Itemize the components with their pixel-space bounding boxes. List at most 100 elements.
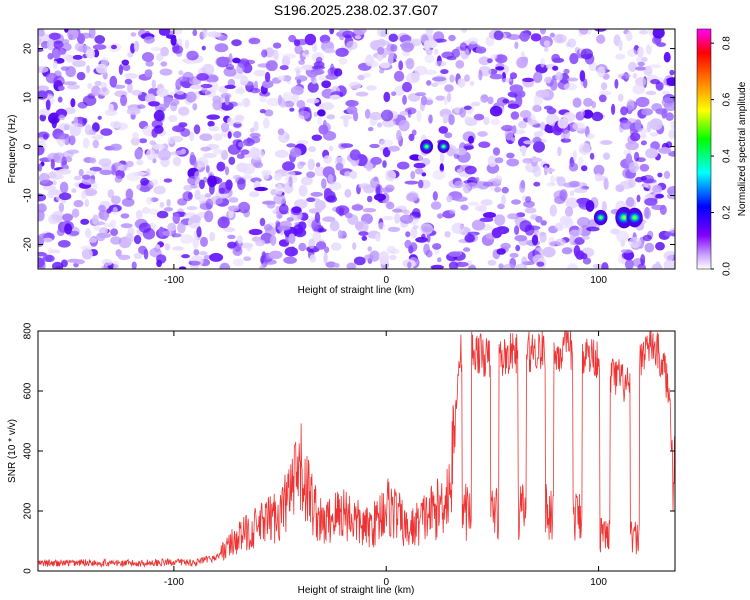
heatmap-cell	[104, 109, 118, 116]
heatmap-cell	[293, 224, 304, 235]
heatmap-cell	[655, 193, 664, 199]
heatmap-cell	[118, 64, 123, 75]
heatmap-cell	[430, 264, 444, 269]
heatmap-cell	[553, 33, 567, 44]
heatmap-cell	[80, 245, 93, 250]
heatmap-cell	[203, 152, 217, 159]
heatmap-cell	[170, 35, 177, 46]
heatmap-cell	[480, 94, 489, 103]
heatmap-cell	[94, 35, 106, 44]
heatmap-cell	[377, 122, 383, 128]
heatmap-cell	[283, 182, 294, 194]
heatmap-cell	[196, 73, 209, 81]
heatmap-cell	[463, 105, 472, 111]
heatmap-cell	[310, 71, 316, 82]
heatmap-cell	[470, 101, 481, 107]
heatmap-cell	[514, 41, 519, 50]
heatmap-cell	[145, 93, 156, 104]
heatmap-cell	[81, 190, 87, 200]
heatmap-cell	[420, 95, 428, 106]
heatmap-cell	[253, 69, 267, 77]
heatmap-cell	[399, 214, 414, 224]
heatmap-cell	[390, 44, 398, 52]
heatmap-cell	[627, 48, 637, 57]
heatmap-cell	[81, 178, 96, 185]
heatmap-cell	[166, 199, 171, 207]
heatmap-cell	[298, 184, 308, 197]
heatmap-cell	[151, 143, 165, 150]
heatmap-cell	[284, 170, 296, 177]
heatmap-cell	[82, 137, 90, 149]
heatmap-cell	[655, 241, 665, 251]
heatmap-hotspot	[595, 213, 606, 222]
heatmap-cell	[306, 98, 320, 104]
heatmap-cell	[114, 175, 123, 183]
heatmap-cell	[512, 125, 517, 135]
heatmap-cell	[532, 104, 541, 113]
heatmap-cell	[522, 77, 535, 83]
heatmap-cell	[443, 95, 448, 106]
heatmap-cell	[585, 200, 595, 212]
heatmap-cell	[509, 72, 518, 80]
heatmap-cell	[353, 256, 366, 266]
heatmap-cell	[487, 58, 493, 64]
heatmap-cell	[578, 143, 591, 155]
heatmap-cell	[64, 156, 73, 163]
heatmap-cell	[175, 150, 184, 155]
heatmap-cell	[112, 206, 118, 216]
heatmap-cell	[296, 100, 306, 109]
heatmap-cell	[199, 179, 205, 190]
heatmap-cell	[489, 73, 504, 80]
heatmap-cell	[509, 84, 523, 93]
heatmap-cell	[143, 36, 155, 44]
heatmap-cell	[474, 204, 487, 212]
heatmap-cell	[603, 178, 609, 190]
heatmap-cell	[344, 171, 352, 178]
heatmap-cell	[236, 153, 245, 159]
heatmap-cell	[316, 241, 327, 250]
heatmap-cell	[122, 64, 131, 71]
heatmap-cell	[89, 157, 97, 164]
heatmap-cell	[511, 199, 521, 205]
heatmap-cell	[38, 251, 47, 257]
heatmap-cell	[536, 261, 545, 267]
heatmap-cell	[71, 208, 80, 218]
heatmap-cell	[279, 65, 289, 71]
heatmap-cell	[566, 263, 579, 269]
heatmap-cell	[478, 69, 483, 81]
heatmap-cell	[583, 97, 593, 107]
heatmap-cell	[141, 207, 151, 214]
heatmap-cell	[87, 82, 93, 90]
heatmap-cell	[259, 265, 265, 269]
heatmap-cell	[448, 251, 462, 257]
heatmap-cell	[581, 165, 588, 172]
heatmap-cell	[646, 44, 652, 55]
heatmap-cell	[328, 145, 334, 152]
heatmap-cell	[237, 141, 246, 148]
heatmap-cell	[344, 212, 353, 219]
heatmap-cell	[184, 39, 190, 49]
heatmap-cell	[259, 109, 266, 114]
y-tick-label: 20	[23, 43, 34, 55]
heatmap-cell	[232, 246, 243, 257]
heatmap-cell	[668, 129, 675, 140]
heatmap-cell	[335, 47, 349, 58]
heatmap-cell	[78, 168, 84, 177]
heatmap-cell	[290, 85, 304, 96]
heatmap-cell	[232, 57, 241, 64]
heatmap-cell	[47, 191, 56, 199]
heatmap-cell	[640, 140, 647, 146]
colorbar-tick-label: 0.8	[722, 36, 733, 50]
snr-y-label: SNR (10 * v/v)	[7, 419, 18, 483]
heatmap-cell	[218, 182, 232, 194]
heatmap-cell	[66, 149, 80, 154]
heatmap-cell	[468, 135, 474, 144]
heatmap-cell	[506, 152, 515, 159]
heatmap-cell	[68, 33, 73, 41]
heatmap-cell	[655, 261, 661, 269]
heatmap-cell	[51, 210, 64, 222]
heatmap-cell	[518, 33, 531, 41]
heatmap-cell	[411, 129, 417, 136]
heatmap-cell	[323, 252, 328, 264]
heatmap-cell	[47, 247, 53, 255]
